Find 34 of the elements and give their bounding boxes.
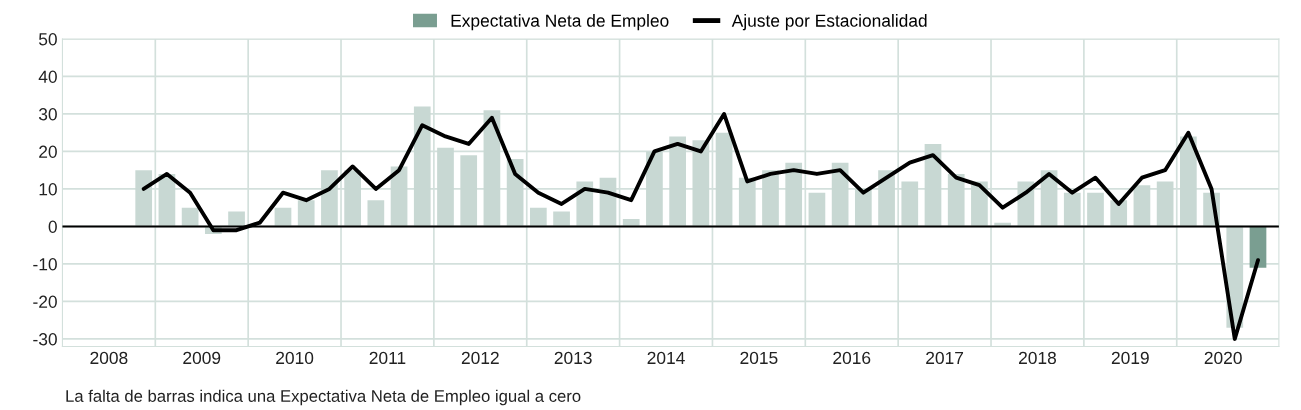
- bar: [228, 211, 245, 227]
- legend-label: Expectativa Neta de Empleo: [451, 14, 669, 31]
- bar: [1087, 192, 1104, 227]
- bar: [553, 211, 570, 227]
- y-tick-label: 10: [39, 183, 57, 196]
- bar: [367, 200, 385, 227]
- y-tick-label: -30: [33, 333, 57, 346]
- bar: [529, 207, 547, 227]
- x-tick-label: 2010: [276, 351, 314, 365]
- x-tick-label: 2018: [1019, 351, 1057, 365]
- x-tick-label: 2011: [369, 351, 406, 365]
- x-tick-label: 2020: [1204, 351, 1242, 365]
- x-tick-label: 2012: [461, 351, 499, 365]
- y-tick-label: -10: [33, 258, 57, 271]
- y-tick-label: 0: [48, 220, 57, 233]
- bar: [297, 200, 315, 227]
- legend-label: Ajuste por Estacionalidad: [731, 14, 927, 31]
- y-tick-label: -20: [33, 295, 57, 308]
- x-tick-label: 2013: [554, 351, 592, 365]
- text: La falta de barras indica una Expectativa Neta de Empleo igual a cero: [66, 389, 581, 406]
- x-tick-label: 2016: [833, 351, 871, 365]
- bar: [1249, 226, 1267, 268]
- bar: [1063, 192, 1081, 227]
- y-tick-label: 40: [38, 70, 57, 83]
- y-tick-label: 30: [38, 108, 57, 121]
- y-tick-label: 20: [39, 145, 57, 158]
- x-tick-label: 2017: [926, 351, 964, 365]
- x-tick-label: 2015: [740, 351, 778, 365]
- x-tick-label: 2014: [647, 351, 685, 365]
- bar: [808, 192, 826, 227]
- y-tick-label: 50: [38, 33, 57, 46]
- x-tick-label: 2009: [183, 351, 221, 365]
- x-tick-label: 2019: [1111, 351, 1149, 365]
- x-tick-label: 2008: [90, 351, 128, 365]
